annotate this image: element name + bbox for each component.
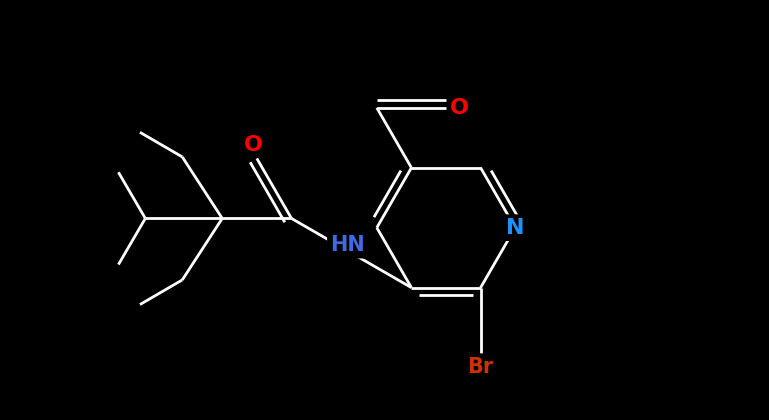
Text: Br: Br bbox=[468, 357, 494, 377]
Text: O: O bbox=[244, 134, 262, 155]
Text: HN: HN bbox=[330, 235, 365, 255]
Text: O: O bbox=[451, 98, 469, 118]
Text: N: N bbox=[506, 218, 524, 238]
